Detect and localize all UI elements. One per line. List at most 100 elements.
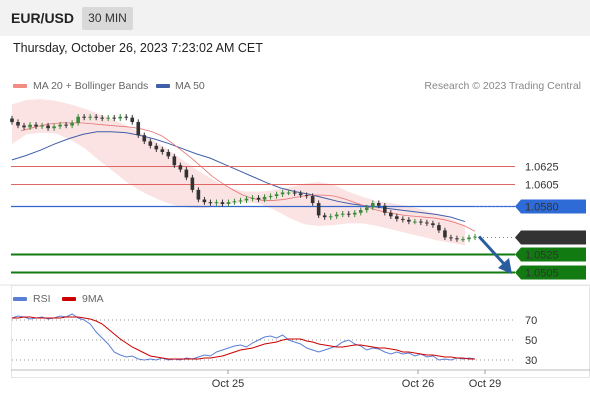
level-tag-1-0580 <box>515 199 586 214</box>
rsi-legend-label: RSI <box>33 293 51 305</box>
candle-body <box>58 124 62 127</box>
rsi-tick-label-70: 70 <box>525 315 537 327</box>
candle-body <box>376 203 381 206</box>
candle-body <box>184 169 189 178</box>
candle-body <box>22 125 26 128</box>
timeframe-selector[interactable]: 30 MIN <box>82 7 133 30</box>
candle-body <box>118 116 123 119</box>
x-tick-label: Oct 25 <box>212 378 244 390</box>
rsi-panel-frame <box>11 285 590 378</box>
candle-body <box>473 236 477 238</box>
candle-body <box>443 230 447 238</box>
level-tag-1-0525 <box>515 247 586 262</box>
bollinger-legend-label: MA 20 + Bollinger Bands <box>33 80 149 92</box>
ma50-line <box>11 131 466 223</box>
candle-body <box>10 118 14 123</box>
candle-body <box>286 192 291 194</box>
rsi-ma-legend-swatch <box>62 297 76 301</box>
candle-body <box>238 200 243 202</box>
rsi-ma-line <box>12 316 475 360</box>
candle-body <box>226 202 231 204</box>
ma50-legend-label: MA 50 <box>175 80 205 92</box>
bollinger-band-area <box>12 99 465 246</box>
candle-body <box>88 116 92 118</box>
candle-body <box>232 201 237 203</box>
candle-body <box>419 221 423 223</box>
candle-body <box>136 122 141 136</box>
candle-body <box>160 149 165 152</box>
candle-body <box>389 212 393 217</box>
level-tag-1-0505 <box>515 265 586 280</box>
x-tick-label: Oct 26 <box>402 378 434 390</box>
candle-body <box>455 238 459 240</box>
candle-body <box>178 165 183 170</box>
level-label-1-0525: 1.0525 <box>525 250 559 262</box>
forecast-arrow-shaft <box>477 235 507 267</box>
candle-body <box>244 198 249 201</box>
candle-body <box>358 210 363 213</box>
level-label-1-0580: 1.0580 <box>525 202 559 214</box>
level-label-1-0545: 1.0545 <box>525 233 559 245</box>
candle-body <box>328 216 333 218</box>
candle-body <box>148 141 153 146</box>
candle-body <box>82 116 86 118</box>
candle-body <box>413 221 417 223</box>
candle-body <box>304 195 309 197</box>
candle-body <box>310 196 315 204</box>
rsi-tick-label-30: 30 <box>525 355 537 367</box>
level-label-1-0605: 1.0605 <box>525 180 559 192</box>
candle-body <box>52 126 56 129</box>
candle-body <box>214 202 219 204</box>
symbol-label: EUR/USD <box>11 10 75 26</box>
candle-body <box>190 177 195 190</box>
level-tag-1-0545 <box>515 230 586 245</box>
candle-body <box>76 116 80 123</box>
candle-body <box>196 189 201 200</box>
candle-body <box>256 197 261 200</box>
ma50-legend-swatch <box>156 84 170 88</box>
candle-body <box>401 218 405 220</box>
ma20-line <box>20 122 476 232</box>
candle-body <box>352 212 357 215</box>
candle-body <box>220 202 225 204</box>
candle-body <box>461 239 465 241</box>
candle-body <box>16 122 20 126</box>
candle-body <box>340 213 345 215</box>
candle-body <box>292 192 297 194</box>
candle-body <box>208 202 213 204</box>
candle-body <box>250 197 255 199</box>
candle-body <box>467 237 471 240</box>
candle-body <box>316 203 321 216</box>
candle-body <box>346 213 351 215</box>
rsi-tick-label-50: 50 <box>525 335 537 347</box>
x-tick-label: Oct 29 <box>469 378 501 390</box>
candle-body <box>40 125 44 127</box>
chart-timestamp: Thursday, October 26, 2023 7:23:02 AM CE… <box>13 41 263 55</box>
rsi-ma-legend-label: 9MA <box>82 293 104 305</box>
candle-body <box>28 124 32 128</box>
candle-body <box>425 222 429 224</box>
rsi-legend-swatch <box>13 297 27 301</box>
candle-body <box>202 199 207 203</box>
candle-body <box>262 196 267 200</box>
candle-body <box>437 225 441 231</box>
candle-body <box>334 214 339 217</box>
candle-body <box>370 203 375 208</box>
level-label-1-0625: 1.0625 <box>525 162 559 174</box>
candle-body <box>280 192 285 195</box>
candle-body <box>154 145 159 150</box>
bollinger-legend-swatch <box>13 84 27 88</box>
candle-body <box>274 194 279 197</box>
candle-body <box>112 117 117 119</box>
forecast-arrow-head <box>498 258 512 274</box>
candle-body <box>46 125 50 129</box>
candle-body <box>94 116 98 118</box>
candle-body <box>100 117 104 119</box>
candle-body <box>298 193 303 196</box>
candle-body <box>142 135 147 142</box>
candle-body <box>106 117 111 119</box>
candle-body <box>64 124 68 126</box>
candle-body <box>364 207 369 211</box>
